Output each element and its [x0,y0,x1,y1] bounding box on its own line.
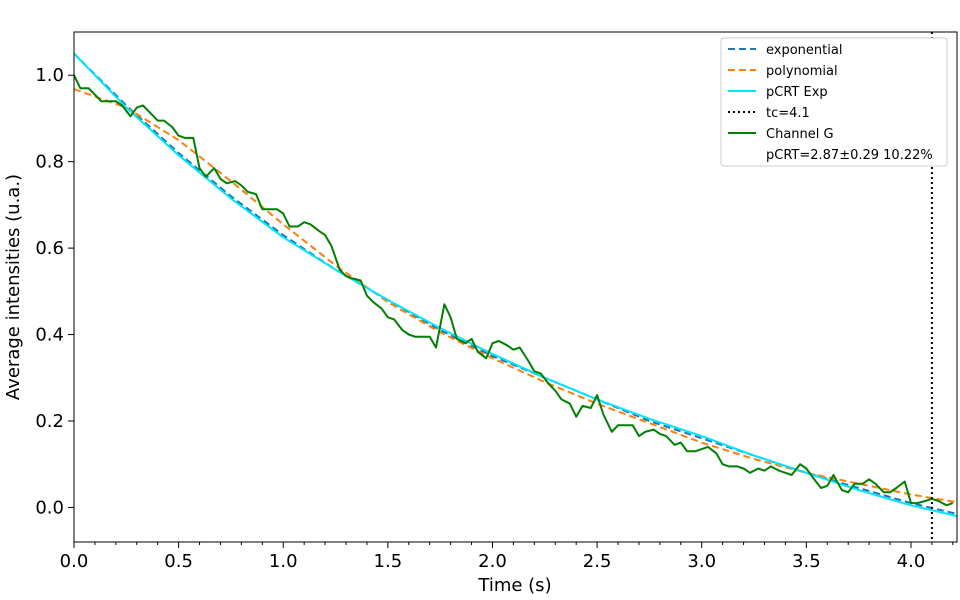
x-axis: 0.0 0.5 1.0 1.5 2.0 2.5 3.0 3.5 4.0 [60,542,954,572]
x-tick-label: 1.5 [374,551,403,572]
y-tick-label: 0.2 [35,411,64,432]
y-tick-label: 1.0 [35,65,64,86]
x-tick-label: 2.0 [478,551,507,572]
y-axis-label: Average intensities (u.a.) [3,174,24,400]
legend-label-tc-4-1: tc=4.1 [766,106,810,121]
x-tick-label: 2.5 [583,551,612,572]
legend: exponential polynomial pCRT Exp tc=4.1 Chann… [720,37,948,167]
legend-label-pcrt-2-87-0-29-10-22: pCRT=2.87±0.29 10.22% [766,148,933,163]
legend-label-exponential: exponential [766,43,842,58]
x-tick-label: 1.0 [269,551,298,572]
x-tick-label: 3.0 [687,551,716,572]
y-tick-label: 0.8 [35,152,64,173]
series-line-pcrt-exp [74,52,957,518]
x-tick-label: 0.0 [60,551,89,572]
series-line-channel-g [74,74,954,507]
legend-box [720,37,948,167]
x-axis-label: Time (s) [477,575,551,596]
y-tick-label: 0.6 [35,238,64,259]
y-axis: 0.0 0.2 0.4 0.6 0.8 1.0 [35,65,74,518]
plot-frame [73,31,958,543]
y-tick-label: 0.0 [35,497,64,518]
legend-label-polynomial: polynomial [766,64,838,79]
x-tick-label: 4.0 [897,551,926,572]
legend-label-pcrt-exp: pCRT Exp [766,85,828,100]
x-tick-label: 0.5 [164,551,193,572]
y-tick-label: 0.4 [35,325,64,346]
legend-label-channel-g: Channel G [766,127,834,142]
x-tick-label: 3.5 [792,551,821,572]
series-line-polynomial [74,88,957,504]
